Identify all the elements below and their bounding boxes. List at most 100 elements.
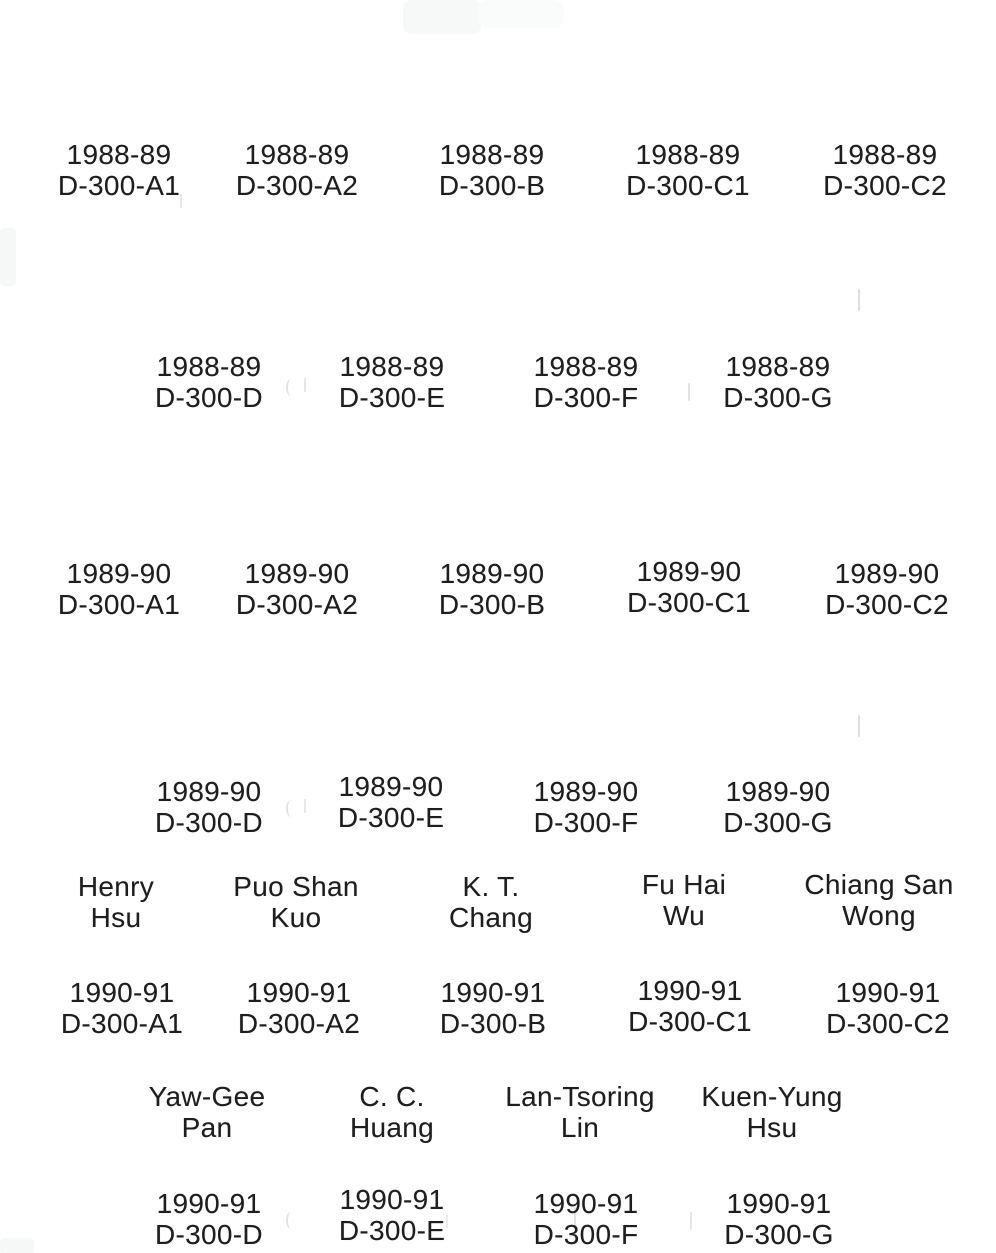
person-name: K. T. Chang: [449, 871, 533, 933]
photo-label: 1990-91 D-300-G: [724, 1188, 833, 1250]
photo-label: 1990-91 D-300-A1: [61, 977, 183, 1039]
label-code: D-300-A1: [57, 589, 181, 620]
label-code: D-300-F: [533, 382, 639, 413]
label-code: D-300-F: [533, 1219, 639, 1250]
name-line-2: Lin: [560, 1112, 600, 1143]
photo-label: 1988-89 D-300-A1: [58, 139, 180, 201]
name-line-2: Wu: [662, 900, 706, 931]
photo-label: 1990-91 D-300-C2: [826, 977, 950, 1039]
photo-label: 1988-89 D-300-D: [155, 351, 263, 413]
name-line-2: Kuo: [270, 902, 322, 933]
label-code: D-300-D: [155, 807, 263, 838]
photo-label: 1989-90 D-300-C1: [627, 556, 751, 618]
person-name: Fu Hai Wu: [642, 869, 726, 931]
label-year: 1988-89: [725, 351, 831, 382]
label-code: D-300-C2: [826, 1008, 950, 1039]
name-line-1: Henry: [77, 871, 155, 902]
photo-label: 1989-90 D-300-E: [338, 771, 444, 833]
label-code: D-300-D: [155, 382, 263, 413]
scan-artifact: [690, 1212, 692, 1230]
label-year: 1988-89: [635, 139, 741, 170]
label-year: 1988-89: [66, 139, 172, 170]
photo-label: 1988-89 D-300-F: [534, 351, 639, 413]
label-code: D-300-F: [533, 807, 639, 838]
person-name: Kuen-Yung Hsu: [701, 1081, 842, 1143]
label-year: 1990-91: [533, 1188, 639, 1219]
label-code: D-300-A2: [235, 170, 359, 201]
label-year: 1988-89: [439, 139, 545, 170]
scan-artifact: [478, 0, 564, 28]
label-year: 1989-90: [834, 558, 940, 589]
scan-artifact: [304, 378, 306, 392]
photo-label: 1988-89 D-300-G: [723, 351, 832, 413]
photo-label: 1989-90 D-300-B: [439, 558, 545, 620]
name-line-1: Kuen-Yung: [701, 1081, 843, 1112]
photo-label: 1990-91 D-300-D: [155, 1188, 263, 1250]
label-year: 1990-91: [835, 977, 941, 1008]
scan-artifact: [180, 194, 182, 208]
photo-label: 1988-89 D-300-C2: [823, 139, 947, 201]
label-year: 1989-90: [156, 776, 262, 807]
person-name: Henry Hsu: [78, 871, 154, 933]
scan-artifact: [403, 0, 481, 34]
photo-label: 1989-90 D-300-A2: [236, 558, 358, 620]
label-year: 1989-90: [725, 776, 831, 807]
photo-label: 1989-90 D-300-D: [155, 776, 263, 838]
name-line-2: Hsu: [746, 1112, 798, 1143]
label-year: 1988-89: [339, 351, 445, 382]
name-line-2: Wong: [842, 900, 916, 931]
name-line-2: Pan: [181, 1112, 233, 1143]
name-line-2: Chang: [448, 902, 534, 933]
name-line-1: Lan-Tsoring: [505, 1081, 655, 1112]
label-code: D-300-B: [438, 589, 546, 620]
scan-artifact: [858, 715, 860, 737]
person-name: Chiang San Wong: [804, 869, 953, 931]
name-line-2: Huang: [349, 1112, 435, 1143]
label-code: D-300-A2: [235, 589, 359, 620]
label-year: 1989-90: [244, 558, 350, 589]
person-name: Yaw-Gee Pan: [149, 1081, 266, 1143]
name-line-1: Puo Shan: [233, 871, 359, 902]
name-line-1: Fu Hai: [641, 869, 727, 900]
scan-artifact: [0, 1238, 34, 1253]
person-name: Lan-Tsoring Lin: [505, 1081, 655, 1143]
scan-artifact: [446, 1214, 448, 1228]
label-year: 1990-91: [726, 1188, 832, 1219]
name-line-1: C. C.: [359, 1081, 425, 1112]
label-year: 1990-91: [637, 975, 743, 1006]
label-year: 1989-90: [439, 558, 545, 589]
photo-label: 1989-90 D-300-F: [534, 776, 639, 838]
label-code: D-300-C2: [823, 170, 947, 201]
photo-label: 1990-91 D-300-F: [534, 1188, 639, 1250]
label-code: D-300-A1: [60, 1008, 184, 1039]
name-line-1: Chiang San: [804, 869, 954, 900]
label-code: D-300-E: [338, 1215, 446, 1246]
scan-artifact: [0, 228, 16, 286]
label-code: D-300-D: [155, 1219, 263, 1250]
photo-label: 1990-91 D-300-C1: [628, 975, 752, 1037]
photo-label: 1989-90 D-300-C2: [825, 558, 949, 620]
label-year: 1990-91: [156, 1188, 262, 1219]
label-year: 1989-90: [66, 558, 172, 589]
scan-artifact: [286, 1212, 296, 1229]
label-year: 1990-91: [246, 977, 352, 1008]
scan-artifact: [858, 289, 860, 311]
name-line-1: Yaw-Gee: [148, 1081, 266, 1112]
label-code: D-300-B: [439, 1008, 547, 1039]
label-code: D-300-C2: [825, 589, 949, 620]
label-code: D-300-G: [723, 807, 833, 838]
photo-label: 1989-90 D-300-A1: [58, 558, 180, 620]
photo-label: 1990-91 D-300-E: [339, 1184, 445, 1246]
label-code: D-300-C1: [626, 170, 750, 201]
person-name: C. C. Huang: [350, 1081, 434, 1143]
label-year: 1988-89: [244, 139, 350, 170]
photo-label: 1988-89 D-300-C1: [626, 139, 750, 201]
photo-label: 1988-89 D-300-A2: [236, 139, 358, 201]
label-code: D-300-A1: [57, 170, 181, 201]
photo-label: 1988-89 D-300-B: [439, 139, 545, 201]
label-year: 1990-91: [339, 1184, 445, 1215]
label-code: D-300-C1: [628, 1006, 752, 1037]
photo-label: 1989-90 D-300-G: [723, 776, 832, 838]
scan-artifact: [304, 799, 306, 813]
